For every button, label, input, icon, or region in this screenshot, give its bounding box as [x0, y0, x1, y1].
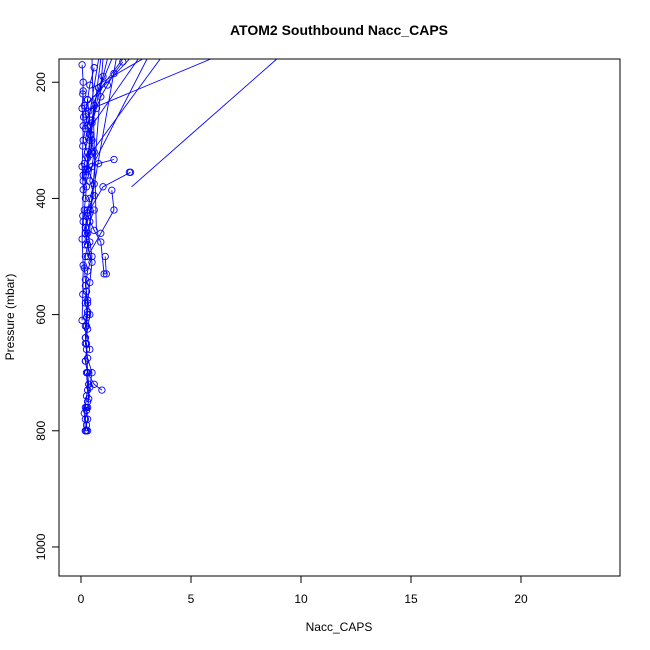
data-point — [85, 395, 93, 403]
data-point — [83, 415, 92, 423]
upper-segment-4 — [131, 59, 278, 188]
data-point — [100, 270, 108, 278]
y-tick-label: 800 — [34, 420, 48, 440]
series-line-9 — [84, 209, 95, 245]
y-tick-label: 1000 — [34, 533, 48, 560]
data-point — [78, 162, 86, 171]
data-point — [79, 78, 87, 86]
data-point — [126, 168, 135, 176]
data-point — [82, 339, 91, 348]
data-point — [101, 252, 109, 261]
x-tick-label: 15 — [404, 592, 418, 606]
data-point — [79, 261, 87, 269]
series-line-6 — [87, 190, 115, 257]
data-point — [78, 316, 86, 325]
x-tick-label: 0 — [78, 592, 85, 606]
series-line-8 — [84, 361, 103, 391]
x-tick-label: 5 — [188, 592, 195, 606]
y-tick-label: 400 — [34, 188, 48, 208]
data-point — [90, 191, 98, 200]
data-point — [97, 229, 105, 237]
y-axis-label: Pressure (mbar) — [3, 274, 17, 361]
data-point — [83, 308, 92, 316]
data-point — [88, 369, 96, 377]
data-point — [88, 258, 96, 266]
upper-segment-3 — [85, 59, 211, 112]
series-line-12 — [84, 407, 89, 432]
upper-segment-13 — [91, 59, 97, 231]
data-point — [102, 270, 110, 278]
data-point — [83, 369, 92, 377]
data-point — [82, 421, 91, 429]
data-point — [79, 87, 87, 95]
upper-segment-2 — [87, 59, 161, 159]
data-point — [90, 226, 98, 235]
y-axis: 200 400 600 800 1000 — [34, 72, 60, 560]
data-point — [81, 194, 90, 203]
x-axis-label: Nacc_CAPS — [306, 620, 373, 634]
upper-segment-8 — [91, 59, 143, 89]
data-point — [110, 206, 118, 214]
upper-segment-14 — [87, 59, 104, 257]
data-point — [82, 406, 91, 415]
data-point — [83, 229, 92, 237]
y-tick-label: 600 — [34, 304, 48, 324]
x-tick-label: 10 — [294, 592, 308, 606]
upper-segment-9 — [82, 59, 108, 158]
chart-title: ATOM2 Southbound Nacc_CAPS — [230, 22, 448, 38]
data-point — [79, 290, 87, 298]
data-point — [90, 380, 98, 388]
data-point — [97, 238, 105, 246]
data-point — [86, 278, 94, 287]
data-point — [79, 212, 87, 220]
x-axis: 0 5 10 15 20 — [78, 575, 528, 606]
data-point — [81, 357, 90, 365]
upper-segment-0 — [89, 59, 117, 211]
data-point — [99, 183, 107, 191]
data-point — [97, 93, 105, 101]
data-point — [110, 155, 118, 164]
data-point — [83, 427, 92, 435]
data-point — [88, 252, 96, 261]
x-tick-label: 20 — [514, 592, 528, 606]
data-point — [78, 104, 86, 113]
data-point — [81, 334, 90, 342]
data-point — [81, 322, 90, 330]
data-point — [78, 61, 86, 69]
series-line-0 — [81, 64, 90, 431]
upper-segment-11 — [82, 59, 102, 199]
data-layer — [78, 59, 278, 435]
upper-segment-12 — [84, 59, 100, 141]
data-point — [79, 186, 87, 194]
data-point — [82, 403, 91, 412]
data-point — [108, 186, 116, 194]
upper-segment-7 — [87, 59, 139, 132]
data-point — [81, 415, 90, 423]
series-line-13 — [81, 90, 84, 321]
data-point — [83, 241, 92, 249]
data-point — [119, 59, 127, 66]
data-point — [78, 235, 86, 243]
y-tick-label: 200 — [34, 72, 48, 92]
data-point — [98, 386, 106, 394]
series-line-11 — [87, 99, 93, 152]
data-point — [79, 122, 87, 130]
